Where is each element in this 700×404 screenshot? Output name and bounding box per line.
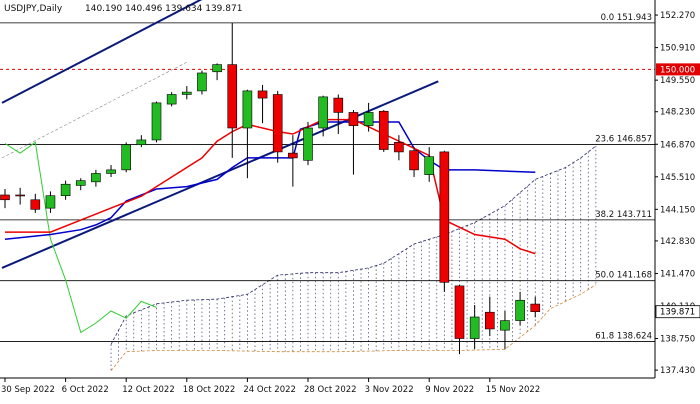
time-tick-label: 6 Oct 2022 bbox=[62, 385, 109, 395]
fib-level-label: 23.6 146.857 bbox=[595, 135, 652, 145]
bearish-candle bbox=[378, 110, 389, 150]
price-tick-label: 150.910 bbox=[660, 44, 695, 54]
bullish-candle bbox=[363, 112, 374, 126]
tenkan-sen-line bbox=[5, 118, 536, 255]
bearish-candle bbox=[288, 152, 298, 159]
bullish-candle bbox=[60, 183, 71, 196]
time-tick-label: 30 Sep 2022 bbox=[1, 385, 55, 395]
bearish-candle bbox=[30, 199, 41, 210]
bearish-candle bbox=[454, 285, 465, 339]
bearish-candle bbox=[272, 94, 283, 153]
time-tick-label: 9 Nov 2022 bbox=[425, 385, 474, 395]
time-axis-panel bbox=[0, 378, 700, 400]
bearish-candle bbox=[333, 97, 344, 113]
chart-symbol-label: USDJPY,Daily bbox=[4, 4, 63, 14]
fib-level-label: 50.0 141.168 bbox=[595, 271, 652, 281]
price-tick-label: 145.510 bbox=[660, 173, 695, 183]
bullish-candle bbox=[515, 299, 525, 321]
bearish-candle bbox=[257, 90, 268, 99]
kijun-sen-line bbox=[4, 121, 536, 240]
fib-level-label: 38.2 143.711 bbox=[595, 210, 652, 220]
bullish-candle bbox=[182, 91, 192, 95]
bullish-candle bbox=[242, 90, 253, 129]
last-price-label: 139.871 bbox=[660, 308, 695, 318]
bearish-candle bbox=[484, 311, 495, 330]
bearish-candle bbox=[15, 194, 25, 197]
price-tick-label: 146.870 bbox=[660, 140, 695, 150]
bearish-candle bbox=[227, 64, 238, 129]
bearish-candle bbox=[0, 194, 10, 201]
price-tick-label: 138.750 bbox=[660, 335, 695, 345]
price-marker-flag bbox=[656, 63, 700, 76]
price-tick-label: 137.430 bbox=[660, 366, 695, 376]
bullish-candle bbox=[91, 173, 101, 183]
bullish-candle bbox=[45, 195, 56, 209]
bearish-candle bbox=[530, 303, 541, 313]
senkou-span-b-line bbox=[110, 284, 597, 372]
price-marker-label: 150.000 bbox=[660, 65, 695, 75]
bullish-candle bbox=[424, 156, 435, 175]
bullish-candle bbox=[197, 72, 207, 92]
bullish-candle bbox=[500, 320, 510, 331]
channel-line bbox=[1, 0, 203, 104]
time-tick-label: 15 Nov 2022 bbox=[486, 385, 540, 395]
bearish-candle bbox=[394, 142, 404, 153]
bearish-candle bbox=[409, 150, 419, 171]
price-tick-label: 144.150 bbox=[660, 205, 695, 215]
bullish-candle bbox=[75, 180, 86, 186]
bullish-candle bbox=[318, 96, 328, 129]
time-tick-label: 28 Oct 2022 bbox=[304, 385, 357, 395]
bullish-candle bbox=[212, 64, 222, 73]
time-tick-label: 24 Oct 2022 bbox=[243, 385, 296, 395]
bullish-candle bbox=[303, 127, 313, 161]
price-tick-label: 148.230 bbox=[660, 108, 695, 118]
chart-ohlc-readout: 140.190 140.496 139.634 139.871 bbox=[85, 4, 242, 14]
fib-level-label: 0.0 151.943 bbox=[601, 13, 652, 23]
bullish-candle bbox=[106, 169, 116, 174]
price-tick-label: 141.470 bbox=[660, 269, 695, 279]
bearish-candle bbox=[348, 112, 359, 126]
last-price-flag bbox=[655, 305, 700, 319]
fib-level-label: 61.8 138.624 bbox=[595, 332, 652, 342]
chikou-span-line bbox=[4, 141, 157, 334]
bearish-candle bbox=[439, 151, 450, 283]
time-tick-label: 3 Nov 2022 bbox=[365, 385, 414, 395]
bullish-candle bbox=[136, 139, 147, 146]
bullish-candle bbox=[151, 102, 162, 141]
price-tick-label: 149.550 bbox=[660, 76, 695, 86]
price-tick-label: 142.830 bbox=[660, 237, 695, 247]
time-tick-label: 18 Oct 2022 bbox=[183, 385, 236, 395]
bullish-candle bbox=[469, 316, 480, 339]
bullish-candle bbox=[121, 144, 131, 171]
bullish-candle bbox=[166, 94, 177, 105]
time-tick-label: 12 Oct 2022 bbox=[122, 385, 175, 395]
price-tick-label: 152.270 bbox=[660, 11, 695, 21]
senkou-span-a-line bbox=[110, 145, 597, 345]
